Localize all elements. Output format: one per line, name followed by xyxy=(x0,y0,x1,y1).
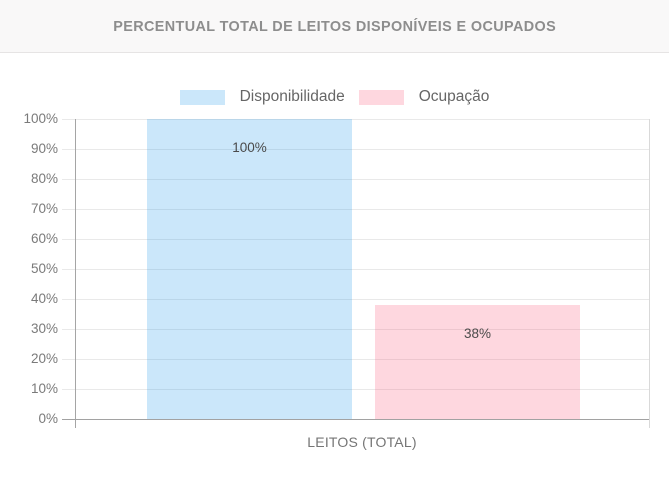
plot-right-border xyxy=(649,119,650,428)
bar-disponibilidade[interactable]: 100% xyxy=(147,119,352,419)
legend-swatch-disponibilidade-icon xyxy=(179,89,225,105)
gridline xyxy=(62,389,649,390)
gridline xyxy=(62,149,649,150)
y-axis-line xyxy=(75,119,76,428)
gridline xyxy=(62,269,649,270)
gridline xyxy=(62,239,649,240)
bar-value-label-disponibilidade: 100% xyxy=(232,140,267,155)
legend-swatch-ocupacao-icon xyxy=(358,89,404,105)
legend-label-disponibilidade: Disponibilidade xyxy=(239,88,345,105)
chart-legend: Disponibilidade Ocupação xyxy=(0,86,669,108)
gridline xyxy=(62,119,649,120)
y-tick-label: 50% xyxy=(30,261,58,276)
legend-item-disponibilidade[interactable]: Disponibilidade xyxy=(179,88,345,106)
x-axis-line xyxy=(62,419,649,420)
y-tick-label: 0% xyxy=(38,411,58,426)
gridline xyxy=(62,329,649,330)
bar-ocupacao[interactable]: 38% xyxy=(375,305,580,419)
x-axis-category-label: LEITOS (TOTAL) xyxy=(307,434,417,450)
y-tick-label: 80% xyxy=(30,171,58,186)
gridline xyxy=(62,299,649,300)
gridline xyxy=(62,179,649,180)
y-tick-label: 90% xyxy=(30,141,58,156)
y-tick-label: 40% xyxy=(30,291,58,306)
gridline xyxy=(62,359,649,360)
y-tick-label: 70% xyxy=(30,201,58,216)
y-tick-label: 10% xyxy=(30,381,58,396)
y-tick-label: 100% xyxy=(23,111,58,126)
y-tick-label: 60% xyxy=(30,231,58,246)
gridline xyxy=(62,209,649,210)
bar-value-label-ocupacao: 38% xyxy=(463,326,492,341)
legend-item-ocupacao[interactable]: Ocupação xyxy=(358,88,490,106)
y-tick-label: 20% xyxy=(30,351,58,366)
chart-header: PERCENTUAL TOTAL DE LEITOS DISPONÍVEIS E… xyxy=(0,0,669,53)
chart-title: PERCENTUAL TOTAL DE LEITOS DISPONÍVEIS E… xyxy=(113,17,556,35)
legend-label-ocupacao: Ocupação xyxy=(418,88,490,105)
y-tick-label: 30% xyxy=(30,321,58,336)
